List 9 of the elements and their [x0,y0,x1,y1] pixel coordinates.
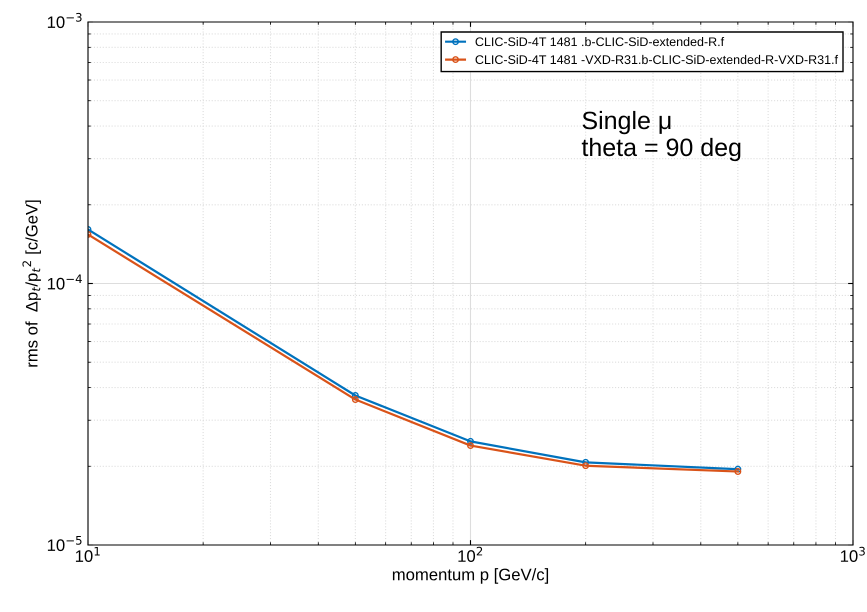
x-tick-label: 10$^{2}$ [458,546,482,562]
y-tick-label: 10$^{−3}$ [48,12,82,28]
x-tick-label: 10$^{3}$ [840,546,865,562]
annotation: Single μ theta = 90 deg [582,110,740,162]
legend-label: CLIC-SiD-4T 1481 .b-CLIC-SiD-extended-R.f [476,37,724,46]
x-axis-title: momentum p [GeV/c] [392,568,548,584]
legend-label: CLIC-SiD-4T 1481 -VXD-R31.b-CLIC-SiD-extended-R-VXD-R31.f [476,54,838,64]
y-axis-title: rms of Δp$_{t}$/p$_{t}$$^{2}$ [c/GeV] [22,200,41,367]
y-tick-label: 10$^{−4}$ [48,274,82,290]
